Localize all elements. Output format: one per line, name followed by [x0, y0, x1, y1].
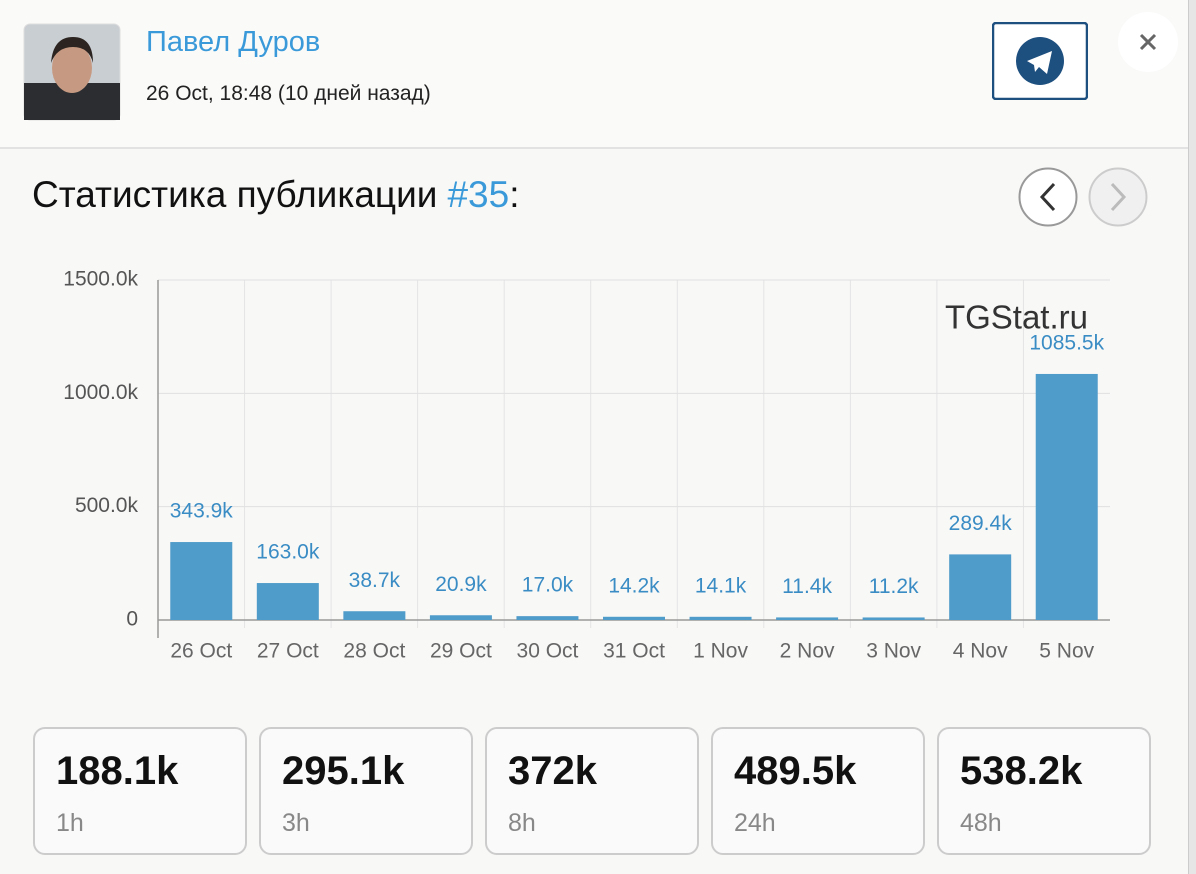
- card-value: 538.2k: [960, 749, 1083, 793]
- stat-card: 295.1k 3h: [259, 727, 473, 855]
- close-button[interactable]: [1118, 12, 1180, 74]
- bar: [776, 617, 839, 620]
- x-tick-label: 4 Nov: [953, 640, 1008, 663]
- value-label: 14.1k: [695, 574, 747, 597]
- bar: [862, 617, 925, 620]
- card-label: 24h: [734, 809, 776, 837]
- stat-card: 489.5k 24h: [711, 727, 925, 855]
- x-tick-label: 1 Nov: [693, 640, 748, 663]
- x-tick-label: 31 Oct: [603, 640, 665, 663]
- bar: [256, 583, 319, 620]
- nav-arrows: [1018, 167, 1148, 227]
- x-tick-label: 26 Oct: [170, 640, 232, 663]
- value-label: 14.2k: [608, 574, 660, 597]
- value-label: 11.2k: [869, 575, 919, 598]
- value-label: 17.0k: [522, 574, 574, 597]
- value-label: 163.0k: [256, 541, 320, 564]
- stat-card: 188.1k 1h: [33, 727, 247, 855]
- card-value: 372k: [508, 749, 597, 793]
- stat-card: 538.2k 48h: [937, 727, 1151, 855]
- stat-card: 372k 8h: [485, 727, 699, 855]
- bar: [1035, 373, 1098, 620]
- value-label: 11.4k: [782, 575, 832, 598]
- x-tick-label: 3 Nov: [866, 640, 921, 663]
- title-suffix: :: [509, 174, 520, 215]
- telegram-button[interactable]: [992, 22, 1088, 100]
- avatar[interactable]: [23, 23, 121, 121]
- value-label: 1085.5k: [1029, 332, 1104, 355]
- chart: 0 500.0k 1000.0k 1500.0k TGStat.ru 26 Oct 343.…: [63, 268, 1110, 663]
- card-value: 188.1k: [56, 749, 179, 793]
- watermark: TGStat.ru: [945, 299, 1088, 336]
- header: Павел Дуров 26 Oct, 18:48 (10 дней назад…: [0, 0, 1188, 149]
- card-label: 48h: [960, 809, 1002, 837]
- x-tick-label: 30 Oct: [517, 640, 579, 663]
- card-label: 3h: [282, 809, 310, 837]
- bar: [429, 615, 492, 620]
- value-label: 343.9k: [170, 500, 234, 523]
- x-tick-label: 2 Nov: [780, 640, 835, 663]
- y-tick-label: 1000.0k: [63, 381, 138, 404]
- x-tick-label: 29 Oct: [430, 640, 492, 663]
- author-name[interactable]: Павел Дуров: [146, 26, 321, 58]
- card-label: 1h: [56, 809, 84, 837]
- stats-title: Статистика публикации #35:: [32, 174, 519, 216]
- y-tick-label: 500.0k: [75, 494, 139, 517]
- x-tick-label: 27 Oct: [257, 640, 319, 663]
- window-edge: [1188, 0, 1196, 874]
- value-label: 20.9k: [435, 573, 487, 596]
- bar: [343, 611, 406, 620]
- bar: [689, 616, 752, 620]
- value-label: 289.4k: [949, 512, 1013, 535]
- bar: [949, 554, 1012, 620]
- prev-button[interactable]: [1018, 167, 1078, 227]
- y-tick-label: 1500.0k: [63, 268, 138, 291]
- y-tick-label: 0: [126, 608, 138, 631]
- next-button[interactable]: [1088, 167, 1148, 227]
- post-date: 26 Oct, 18:48 (10 дней назад): [146, 82, 431, 105]
- x-tick-label: 28 Oct: [343, 640, 405, 663]
- title-text: Статистика публикации: [32, 174, 438, 215]
- bar: [516, 616, 579, 620]
- card-value: 295.1k: [282, 749, 405, 793]
- x-tick-label: 5 Nov: [1039, 640, 1094, 663]
- bar: [170, 542, 233, 620]
- bar: [603, 616, 665, 620]
- value-label: 38.7k: [349, 569, 401, 592]
- card-label: 8h: [508, 809, 536, 837]
- post-ref[interactable]: #35: [447, 174, 510, 215]
- card-value: 489.5k: [734, 749, 857, 793]
